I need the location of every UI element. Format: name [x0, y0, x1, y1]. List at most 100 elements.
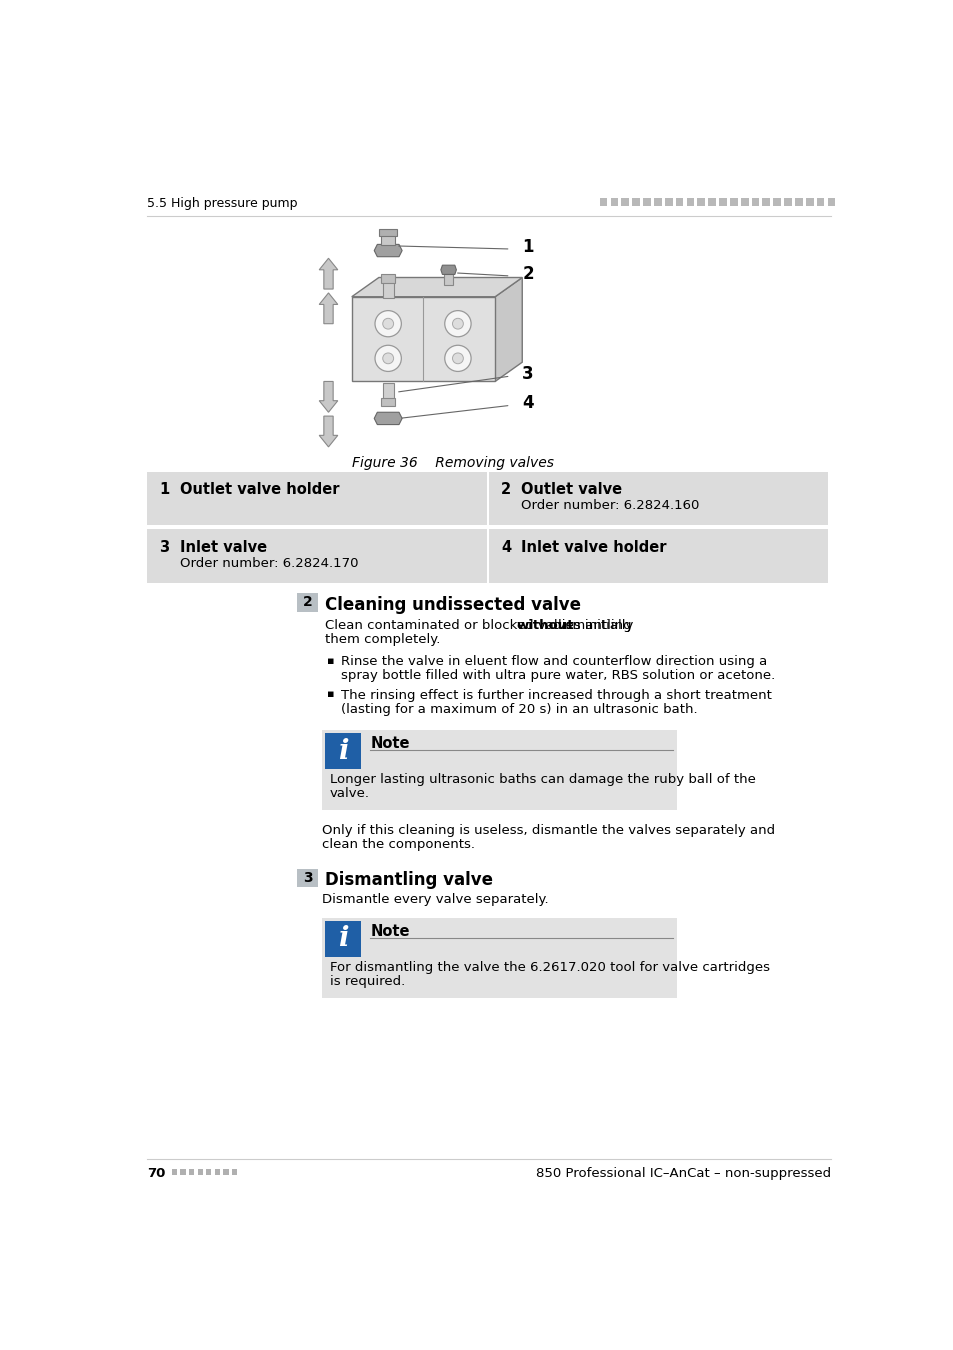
Bar: [189, 1169, 194, 1174]
Bar: [381, 235, 395, 246]
Text: Inlet valve holder: Inlet valve holder: [521, 540, 666, 555]
Text: Rinse the valve in eluent flow and counterflow direction using a: Rinse the valve in eluent flow and count…: [340, 655, 766, 668]
Bar: [719, 198, 726, 207]
Bar: [443, 274, 453, 285]
FancyArrow shape: [319, 382, 337, 412]
Bar: [729, 198, 737, 207]
Polygon shape: [374, 244, 402, 256]
Bar: [488, 471, 827, 525]
Text: Order number: 6.2824.160: Order number: 6.2824.160: [521, 500, 700, 512]
Bar: [197, 1169, 203, 1174]
Text: valve.: valve.: [330, 787, 370, 801]
Text: them completely.: them completely.: [325, 633, 440, 647]
Circle shape: [452, 352, 463, 363]
Circle shape: [452, 319, 463, 329]
Text: Note: Note: [370, 925, 410, 940]
Bar: [297, 869, 317, 887]
Text: 3: 3: [159, 540, 170, 555]
Circle shape: [375, 346, 401, 371]
Bar: [382, 281, 394, 298]
Text: 3: 3: [302, 871, 312, 886]
Text: 1: 1: [521, 238, 533, 255]
Bar: [322, 730, 677, 810]
Text: 2: 2: [500, 482, 511, 497]
Bar: [180, 1169, 186, 1174]
Text: 5.5 High pressure pump: 5.5 High pressure pump: [147, 197, 297, 211]
Text: 4: 4: [521, 394, 534, 412]
Text: Longer lasting ultrasonic baths can damage the ruby ball of the: Longer lasting ultrasonic baths can dama…: [330, 774, 755, 787]
Text: clean the components.: clean the components.: [322, 838, 475, 850]
Bar: [654, 198, 661, 207]
Bar: [610, 198, 618, 207]
Text: Outlet valve holder: Outlet valve holder: [179, 482, 339, 497]
Bar: [675, 198, 682, 207]
Circle shape: [444, 346, 471, 371]
Bar: [147, 471, 486, 525]
Text: The rinsing effect is further increased through a short treatment: The rinsing effect is further increased …: [340, 688, 771, 702]
Text: spray bottle filled with ultra pure water, RBS solution or acetone.: spray bottle filled with ultra pure wate…: [340, 668, 775, 682]
Text: 1: 1: [159, 482, 170, 497]
Text: 2: 2: [302, 595, 313, 609]
Bar: [664, 198, 672, 207]
Bar: [707, 198, 716, 207]
FancyArrow shape: [319, 416, 337, 447]
Bar: [599, 198, 607, 207]
Bar: [794, 198, 802, 207]
Bar: [325, 733, 360, 768]
Bar: [147, 529, 486, 583]
Bar: [488, 529, 827, 583]
Polygon shape: [440, 265, 456, 274]
Bar: [297, 593, 317, 612]
Bar: [172, 1169, 177, 1174]
Text: dismantling: dismantling: [549, 620, 631, 632]
Text: 3: 3: [521, 364, 534, 383]
Bar: [223, 1169, 229, 1174]
Bar: [632, 198, 639, 207]
Text: without: without: [517, 620, 574, 632]
Bar: [761, 198, 769, 207]
Text: For dismantling the valve the 6.2617.020 tool for valve cartridges: For dismantling the valve the 6.2617.020…: [330, 961, 769, 975]
Bar: [378, 230, 397, 236]
Text: 4: 4: [500, 540, 511, 555]
Text: i: i: [337, 737, 348, 764]
Text: ▪: ▪: [327, 690, 335, 699]
Text: Clean contaminated or blocked valves initially: Clean contaminated or blocked valves ini…: [325, 620, 638, 632]
Text: Inlet valve: Inlet valve: [179, 540, 267, 555]
Text: (lasting for a maximum of 20 s) in an ultrasonic bath.: (lasting for a maximum of 20 s) in an ul…: [340, 702, 697, 716]
Text: Dismantle every valve separately.: Dismantle every valve separately.: [322, 894, 548, 906]
Text: 70: 70: [147, 1166, 166, 1180]
Bar: [805, 198, 813, 207]
Bar: [783, 198, 791, 207]
Bar: [206, 1169, 212, 1174]
Text: is required.: is required.: [330, 975, 405, 988]
Bar: [827, 198, 835, 207]
Bar: [232, 1169, 236, 1174]
Text: Order number: 6.2824.170: Order number: 6.2824.170: [179, 558, 357, 570]
Text: Dismantling valve: Dismantling valve: [325, 871, 493, 890]
Polygon shape: [374, 412, 402, 424]
Text: 850 Professional IC–AnCat – non-suppressed: 850 Professional IC–AnCat – non-suppress…: [535, 1166, 830, 1180]
Bar: [381, 274, 395, 284]
Bar: [816, 198, 823, 207]
Text: Figure 36    Removing valves: Figure 36 Removing valves: [352, 456, 553, 470]
Circle shape: [444, 310, 471, 336]
FancyArrow shape: [319, 258, 337, 289]
Text: Note: Note: [370, 736, 410, 752]
Bar: [325, 921, 360, 957]
Bar: [642, 198, 650, 207]
Text: Only if this cleaning is useless, dismantle the valves separately and: Only if this cleaning is useless, disman…: [322, 825, 775, 837]
Text: Outlet valve: Outlet valve: [521, 482, 622, 497]
Text: i: i: [337, 926, 348, 953]
Bar: [773, 198, 781, 207]
Bar: [214, 1169, 220, 1174]
Bar: [751, 198, 759, 207]
Bar: [740, 198, 748, 207]
FancyArrow shape: [319, 293, 337, 324]
Bar: [686, 198, 694, 207]
Bar: [697, 198, 704, 207]
Bar: [322, 918, 677, 998]
Polygon shape: [352, 278, 521, 297]
Text: ▪: ▪: [327, 656, 335, 666]
Circle shape: [375, 310, 401, 336]
Bar: [352, 297, 495, 382]
